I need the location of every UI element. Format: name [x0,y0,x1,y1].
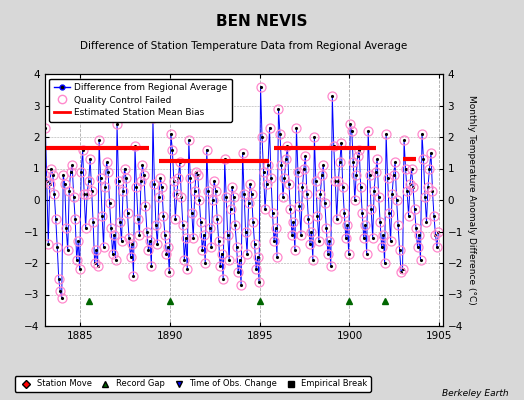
Legend: Station Move, Record Gap, Time of Obs. Change, Empirical Break: Station Move, Record Gap, Time of Obs. C… [15,376,371,392]
Title: Difference of Station Temperature Data from Regional Average: Difference of Station Temperature Data f… [80,41,407,51]
Text: BEN NEVIS: BEN NEVIS [216,14,308,29]
Legend: Difference from Regional Average, Quality Control Failed, Estimated Station Mean: Difference from Regional Average, Qualit… [49,78,232,122]
Text: Berkeley Earth: Berkeley Earth [442,389,508,398]
Y-axis label: Monthly Temperature Anomaly Difference (°C): Monthly Temperature Anomaly Difference (… [467,95,476,305]
